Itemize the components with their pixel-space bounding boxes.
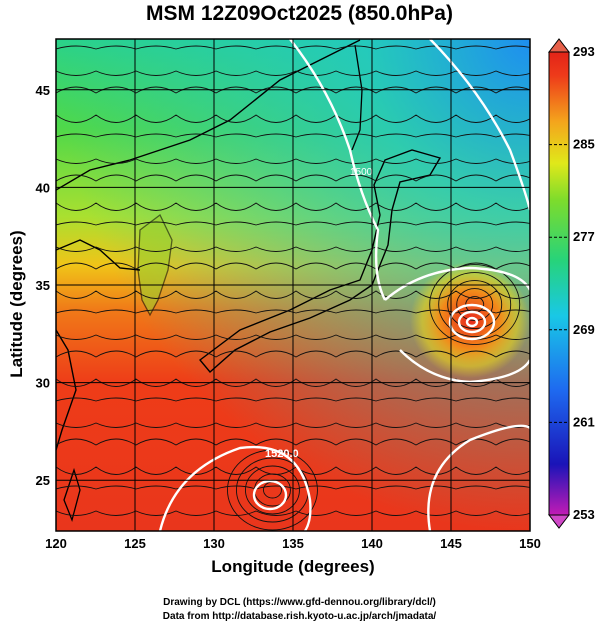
colorbar-tick-label: 277: [573, 229, 595, 244]
streamline: [56, 202, 530, 211]
chart-title: MSM 12Z09Oct2025 (850.0hPa): [146, 2, 453, 25]
x-tick-label: 125: [124, 536, 146, 551]
streamline: [56, 70, 530, 76]
colorbar-tick-label: 269: [573, 322, 595, 337]
colorbar: 293 285 277 269 261 253: [547, 38, 595, 529]
y-tick-label: 30: [36, 376, 50, 391]
streamline: [56, 246, 530, 252]
streamline: [56, 397, 530, 402]
streamlines: [56, 45, 530, 531]
y-tick-label: 45: [36, 83, 50, 98]
y-tick-label: 40: [36, 180, 50, 195]
y-tick-label: 25: [36, 473, 50, 488]
streamline: [56, 438, 530, 446]
land-sakhalin: [351, 44, 363, 151]
y-axis-ticks: 25 30 35 40 45: [36, 83, 50, 488]
plot-frame: [55, 38, 531, 532]
x-tick-label: 140: [361, 536, 383, 551]
height-contours: [158, 39, 530, 531]
x-tick-label: 120: [45, 536, 67, 551]
y-axis-label: Latitude (degrees): [7, 230, 26, 378]
streamline: [56, 378, 530, 387]
streamline-swirl: [438, 272, 512, 337]
streamline: [56, 350, 530, 358]
streamline: [56, 174, 530, 182]
colorbar-tick-label: 261: [573, 414, 595, 429]
streamline: [56, 114, 530, 123]
credit-data: Data from http://database.rish.kyoto-u.a…: [162, 611, 437, 622]
streamline-swirl: [429, 264, 521, 345]
streamline: [56, 158, 530, 164]
streamline-swirl: [447, 280, 503, 329]
streamline: [56, 510, 530, 516]
x-tick-label: 135: [282, 536, 304, 551]
x-tick-label: 145: [440, 536, 462, 551]
streamline: [56, 485, 530, 490]
y-tick-label: 35: [36, 278, 50, 293]
contour-label: 1520.0: [265, 448, 299, 460]
streamline: [56, 133, 530, 138]
x-tick-label: 150: [519, 536, 541, 551]
x-axis-label: Longitude (degrees): [211, 557, 375, 576]
colorbar-tick-label: 285: [573, 137, 595, 152]
colorbar-max-arrow: [547, 38, 571, 53]
colorbar-scale: [548, 51, 570, 516]
credit-drawing: Drawing by DCL (https://www.gfd-dennou.o…: [163, 597, 436, 608]
streamline: [56, 422, 530, 428]
streamline: [56, 86, 530, 94]
colorbar-tick-label: 253: [573, 507, 595, 522]
streamline: [56, 45, 530, 50]
streamline: [56, 309, 530, 314]
land-continent: [56, 39, 361, 451]
contour-label: 1500: [350, 167, 373, 178]
land-korea: [137, 214, 173, 317]
streamline: [56, 290, 530, 299]
colorbar-min-arrow: [547, 514, 571, 529]
colorbar-tick-label: 293: [573, 44, 595, 59]
x-axis-ticks: 120 125 130 135 140 145 150: [45, 536, 541, 551]
streamline-swirl: [456, 288, 494, 321]
streamline: [56, 221, 530, 226]
streamline-swirl: [245, 465, 300, 515]
x-tick-label: 130: [203, 536, 225, 551]
